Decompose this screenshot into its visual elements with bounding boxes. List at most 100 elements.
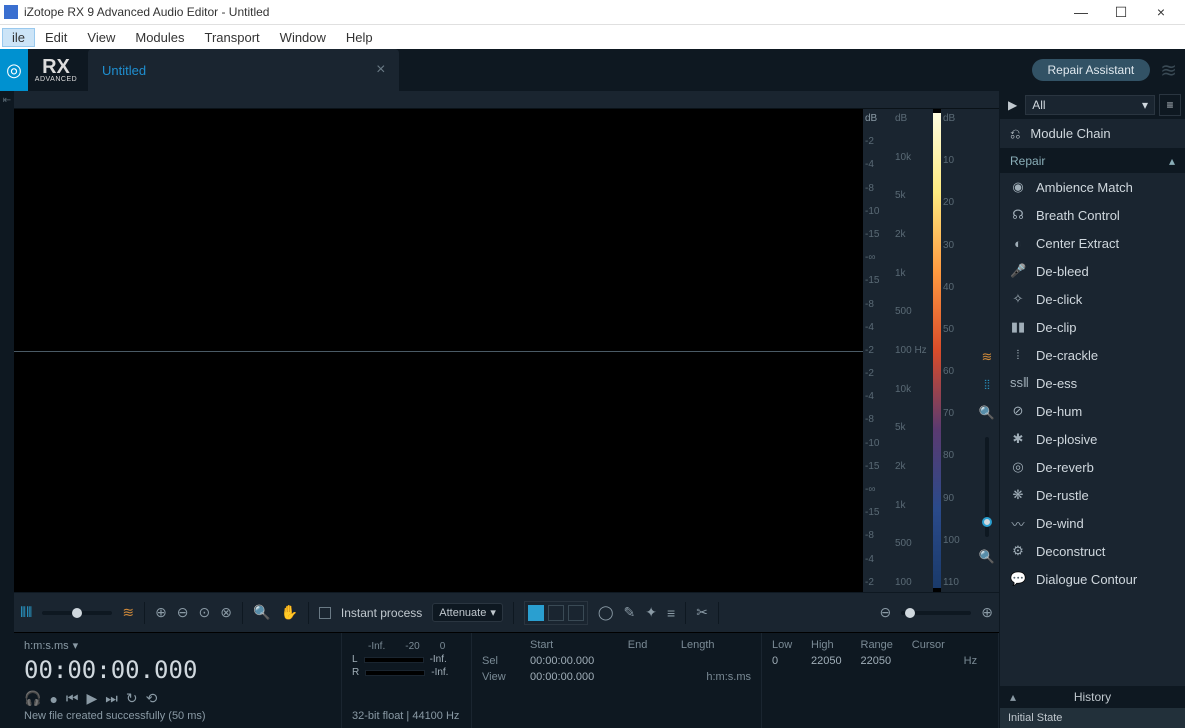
spectrogram-colorbar <box>933 113 941 588</box>
instant-process-checkbox[interactable] <box>319 607 331 619</box>
module-de-bleed[interactable]: 🎤De-bleed <box>1000 257 1185 285</box>
module-icon: ss⦀ <box>1010 375 1026 391</box>
menu-view[interactable]: View <box>77 28 125 47</box>
zoom-selection-icon[interactable]: ⊙ <box>199 604 211 621</box>
history-item[interactable]: Initial State <box>1000 708 1185 728</box>
spectrogram-toggle-icon[interactable]: ≋ <box>122 604 134 621</box>
zoom-reset-icon[interactable]: ⊗ <box>220 604 232 621</box>
window-title: iZotope RX 9 Advanced Audio Editor - Unt… <box>24 5 1071 19</box>
spectrogram-icon[interactable]: ≋ <box>982 349 993 365</box>
menu-window[interactable]: Window <box>270 28 336 47</box>
app-icon <box>4 5 18 19</box>
view-balance-slider[interactable] <box>42 611 112 615</box>
prev-button[interactable]: ⏮ <box>66 690 79 707</box>
chain-icon: ⎌ <box>1010 126 1020 142</box>
category-repair[interactable]: Repair ▴ <box>1000 149 1185 173</box>
zoom-out-vert-icon[interactable]: 🔍 <box>979 549 995 565</box>
module-filter-select[interactable]: All▾ <box>1025 95 1155 115</box>
module-dialogue-contour[interactable]: 💬Dialogue Contour <box>1000 565 1185 593</box>
left-meter <box>364 657 424 663</box>
module-de-rustle[interactable]: ❋De-rustle <box>1000 481 1185 509</box>
hzoom-out-icon[interactable]: ⊖ <box>880 604 892 621</box>
module-breath-control[interactable]: ☊Breath Control <box>1000 201 1185 229</box>
window-minimize-button[interactable]: — <box>1071 2 1091 22</box>
module-de-plosive[interactable]: ✱De-plosive <box>1000 425 1185 453</box>
lasso-tool-icon[interactable]: ◯ <box>598 604 614 621</box>
time-format-label[interactable]: h:m:s.ms <box>24 640 69 652</box>
hand-tool-icon[interactable]: ✋ <box>280 604 297 621</box>
next-button[interactable]: ⏭ <box>105 690 118 707</box>
menu-help[interactable]: Help <box>336 28 383 47</box>
loop-region-button[interactable]: ⟲ <box>146 690 158 707</box>
vertical-zoom-slider[interactable] <box>985 437 989 537</box>
collapse-icon[interactable]: ⇤ <box>3 95 11 106</box>
menu-modules[interactable]: Modules <box>125 28 194 47</box>
window-close-button[interactable]: × <box>1151 2 1171 22</box>
module-de-ess[interactable]: ss⦀De-ess <box>1000 369 1185 397</box>
module-de-crackle[interactable]: ⦙De-crackle <box>1000 341 1185 369</box>
module-icon: ❋ <box>1010 487 1026 503</box>
view-start[interactable]: 00:00:00.000 <box>530 671 620 683</box>
zoom-in-vert-icon[interactable]: 🔍 <box>979 405 995 421</box>
waveform-canvas[interactable] <box>14 109 863 592</box>
module-deconstruct[interactable]: ⚙Deconstruct <box>1000 537 1185 565</box>
process-mode-select[interactable]: Attenuate▾ <box>432 603 503 622</box>
freq-range[interactable]: 22050 <box>861 655 904 667</box>
spectrogram-db-scale: dB 1020 3040 5060 7080 90100 110 <box>941 109 975 592</box>
loop-button[interactable]: ↻ <box>126 690 138 707</box>
freq-select-tool[interactable] <box>568 605 584 621</box>
menu-file[interactable]: ile <box>2 28 35 47</box>
brush-tool-icon[interactable]: ✎ <box>624 604 636 621</box>
module-play-icon[interactable]: ▶ <box>1008 98 1017 112</box>
right-meter <box>365 670 425 676</box>
freq-low[interactable]: 0 <box>772 655 803 667</box>
module-center-extract[interactable]: ◐Center Extract <box>1000 229 1185 257</box>
time-display: 00:00:00.000 <box>24 656 331 684</box>
frequency-scale: dB 10k5k 2k1k 500100 Hz 10k5k 2k1k 50010… <box>893 109 933 592</box>
module-de-reverb[interactable]: ◎De-reverb <box>1000 453 1185 481</box>
headphones-icon[interactable]: 🎧 <box>24 690 41 707</box>
module-de-hum[interactable]: ⊘De-hum <box>1000 397 1185 425</box>
time-select-tool[interactable] <box>528 605 544 621</box>
menu-edit[interactable]: Edit <box>35 28 77 47</box>
record-button[interactable]: ● <box>49 691 57 707</box>
module-de-click[interactable]: ✧De-click <box>1000 285 1185 313</box>
module-de-wind[interactable]: 〰De-wind <box>1000 509 1185 537</box>
right-channel-label: R <box>352 667 359 678</box>
module-icon: 🎤 <box>1010 263 1026 279</box>
waveform-toggle-icon[interactable]: ⦀⦀ <box>20 604 32 621</box>
freq-high[interactable]: 22050 <box>811 655 852 667</box>
horizontal-zoom-slider[interactable] <box>901 611 971 615</box>
tab-close-icon[interactable]: × <box>376 61 385 79</box>
play-button[interactable]: ▶ <box>87 690 98 707</box>
waveform-icon: ≋ <box>1160 58 1177 83</box>
view-tool-strip: ≋ ⦙⦙ 🔍 🔍 <box>975 109 999 592</box>
module-de-clip[interactable]: ▮▮De-clip <box>1000 313 1185 341</box>
search-icon[interactable]: 🔍 <box>253 604 270 621</box>
deselect-tool-icon[interactable]: ✂ <box>696 604 708 621</box>
timefreq-select-tool[interactable] <box>548 605 564 621</box>
lines-tool-icon[interactable]: ≡ <box>667 605 675 621</box>
document-tab[interactable]: Untitled × <box>88 49 399 91</box>
selection-start[interactable]: 00:00:00.000 <box>530 655 620 667</box>
timeline-ruler[interactable] <box>14 91 999 109</box>
window-maximize-button[interactable]: ☐ <box>1111 2 1131 22</box>
module-ambience-match[interactable]: ◉Ambience Match <box>1000 173 1185 201</box>
module-icon: ☊ <box>1010 207 1026 223</box>
waveform-area[interactable]: dB -2-4 -8-10 -15-∞ -15-8 -4-2 -2-4 -8-1… <box>14 109 999 592</box>
zoom-out-icon[interactable]: ⊖ <box>177 604 189 621</box>
hzoom-in-icon[interactable]: ⊕ <box>981 604 993 621</box>
module-menu-icon[interactable]: ≡ <box>1159 94 1181 116</box>
zoom-in-icon[interactable]: ⊕ <box>155 604 167 621</box>
history-header[interactable]: ▴ History <box>1000 686 1185 708</box>
toolbar: ⦀⦀ ≋ ⊕ ⊖ ⊙ ⊗ 🔍 ✋ <box>14 592 999 632</box>
module-list: ◉Ambience Match☊Breath Control◐Center Ex… <box>1000 173 1185 686</box>
menu-transport[interactable]: Transport <box>195 28 270 47</box>
waveform-view-icon[interactable]: ⦙⦙ <box>984 377 990 393</box>
repair-assistant-button[interactable]: Repair Assistant <box>1032 59 1151 81</box>
module-chain-button[interactable]: ⎌ Module Chain <box>1000 119 1185 149</box>
module-icon: 💬 <box>1010 571 1026 587</box>
wand-tool-icon[interactable]: ✦ <box>645 604 657 621</box>
selection-tools <box>524 601 588 625</box>
module-icon: ⚙ <box>1010 543 1026 559</box>
